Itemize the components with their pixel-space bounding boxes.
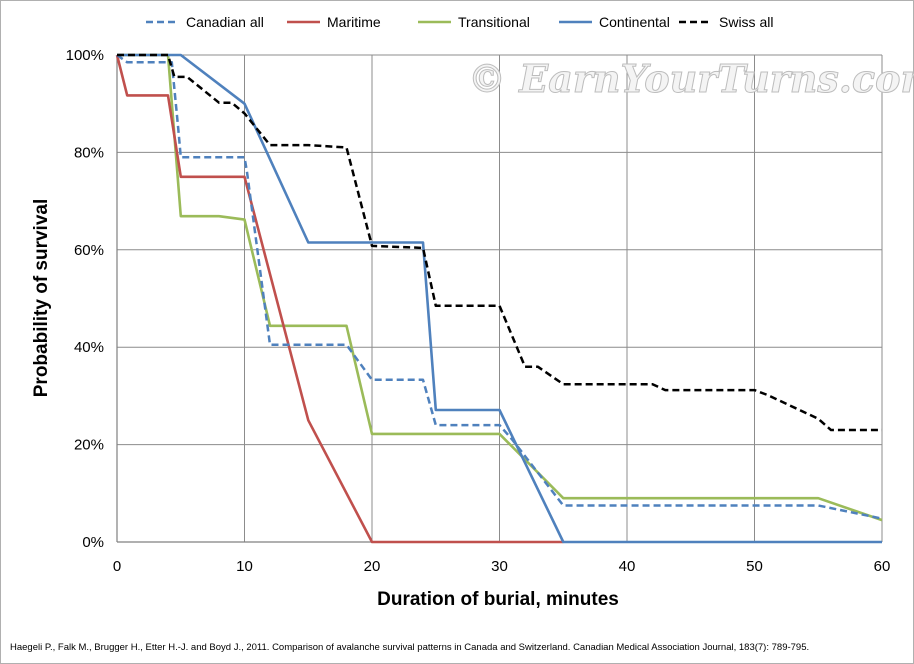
legend: Canadian all Maritime Transitional Continen…: [146, 14, 773, 30]
x-tick-label: 20: [364, 558, 381, 575]
legend-label: Canadian all: [186, 14, 264, 30]
legend-label: Continental: [599, 14, 670, 30]
watermark-text: © EarnYourTurns.com: [468, 56, 914, 101]
y-tick-label: 60%: [74, 242, 104, 259]
series-line-canadian-all: [116, 53, 883, 520]
series-layer: [115, 53, 883, 544]
citation-text: Haegeli P., Falk M., Brugger H., Etter H…: [10, 642, 810, 653]
legend-label: Swiss all: [719, 14, 773, 30]
series-line-swiss-all: [117, 53, 882, 432]
legend-label: Maritime: [327, 14, 381, 30]
y-tick-label: 20%: [74, 437, 104, 454]
y-tick-label: 0%: [82, 534, 104, 551]
x-tick-label: 0: [113, 558, 121, 575]
y-axis-title: Probability of survival: [31, 199, 52, 398]
series-line-continental: [117, 53, 882, 544]
x-tick-label: 50: [746, 558, 763, 575]
legend-label: Transitional: [458, 14, 530, 30]
series-line-maritime: [115, 54, 564, 544]
axis-ticks: 0 10 20 30 40 50 60 0% 20% 40% 60% 80% 100%: [66, 47, 891, 575]
y-tick-label: 40%: [74, 339, 104, 356]
x-tick-label: 30: [491, 558, 508, 575]
x-tick-label: 60: [874, 558, 891, 575]
x-tick-label: 10: [236, 558, 253, 575]
grid: [116, 54, 883, 543]
y-tick-label: 100%: [66, 47, 104, 64]
series-line-transitional: [117, 53, 883, 522]
x-axis-title: Duration of burial, minutes: [377, 589, 619, 610]
y-tick-label: 80%: [74, 144, 104, 161]
x-tick-label: 40: [619, 558, 636, 575]
